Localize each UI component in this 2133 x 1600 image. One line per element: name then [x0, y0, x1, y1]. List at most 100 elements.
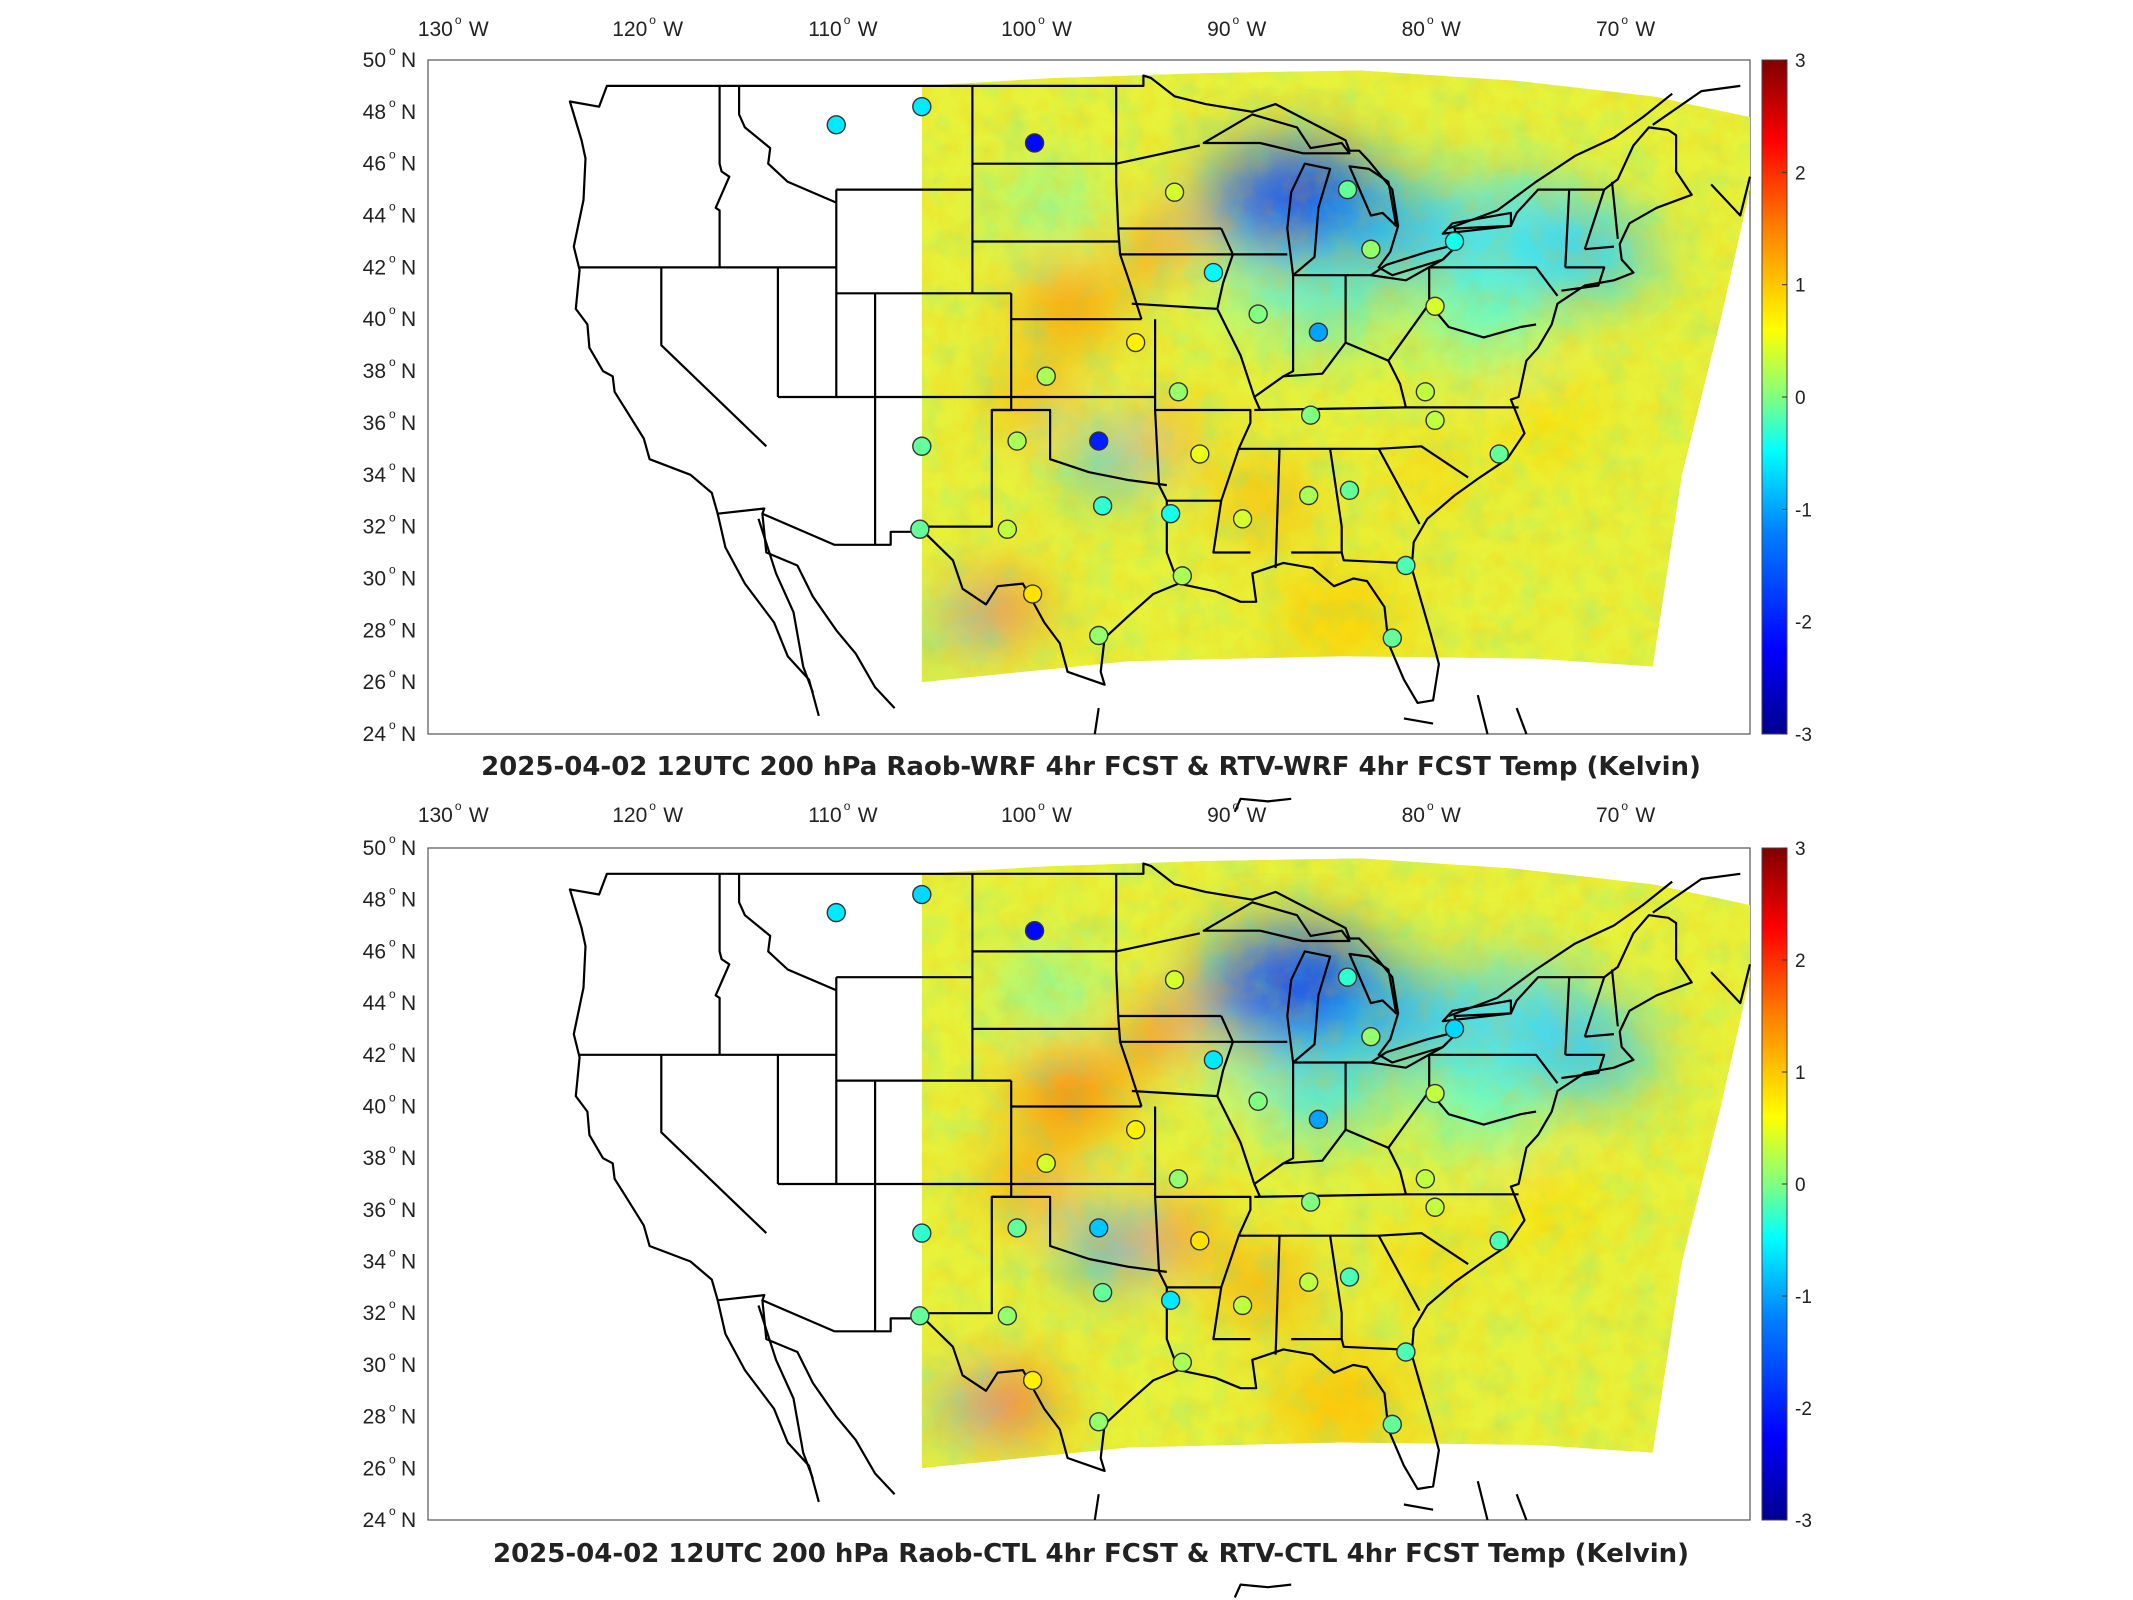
- raob-station-marker: [1022, 584, 1043, 604]
- latitude-hemisphere: N: [401, 723, 416, 746]
- state-border: [714, 873, 731, 1055]
- raob-station-marker: [1024, 133, 1045, 153]
- degree-symbol: o: [389, 303, 396, 317]
- state-border: [1387, 360, 1407, 408]
- state-border: [1429, 266, 1559, 297]
- degree-symbol: o: [389, 407, 396, 421]
- latitude-tick-label: 32: [363, 516, 386, 539]
- raob-station-marker: [1444, 231, 1465, 252]
- degree-symbol: o: [389, 1142, 396, 1156]
- degree-symbol: o: [649, 13, 656, 27]
- longitude-hemisphere: W: [1247, 804, 1267, 827]
- latitude-hemisphere: N: [401, 1147, 416, 1170]
- state-border: [1274, 448, 1281, 569]
- longitude-tick-label: 70: [1596, 18, 1619, 41]
- longitude-tick-label: 70: [1596, 804, 1619, 827]
- degree-symbol: o: [389, 148, 396, 162]
- mexico-coast: [1476, 694, 1489, 735]
- latitude-hemisphere: N: [401, 1251, 416, 1274]
- latitude-tick-label: 26: [363, 1457, 386, 1480]
- longitude-tick-label: 120: [612, 18, 647, 41]
- latitude-tick-label: 36: [363, 1199, 386, 1222]
- state-border: [991, 408, 1167, 487]
- latitude-hemisphere: N: [401, 1044, 416, 1067]
- raob-station-marker: [826, 902, 846, 923]
- degree-symbol: o: [389, 562, 396, 576]
- latitude-tick-label: 30: [363, 1354, 386, 1377]
- mexico-coast: [1403, 717, 1434, 725]
- raob-station-marker: [910, 519, 930, 539]
- longitude-tick-label: 100: [1001, 804, 1036, 827]
- degree-symbol: o: [389, 355, 396, 369]
- great-lake: [1286, 950, 1332, 1064]
- degree-symbol: o: [389, 96, 396, 110]
- latitude-hemisphere: N: [401, 1302, 416, 1325]
- raob-station-marker: [1382, 1414, 1402, 1435]
- longitude-tick-label: 80: [1402, 804, 1425, 827]
- degree-symbol: o: [455, 13, 462, 27]
- raob-station-marker: [1425, 1083, 1445, 1104]
- degree-symbol: o: [1427, 13, 1434, 27]
- latitude-tick-label: 48: [363, 889, 386, 912]
- colorbar-tick-label: 0: [1795, 388, 1806, 409]
- state-border: [1584, 245, 1614, 251]
- canada-coast: [1652, 872, 1741, 914]
- degree-symbol: o: [389, 200, 396, 214]
- raob-station-marker: [1489, 1231, 1509, 1251]
- longitude-hemisphere: W: [469, 804, 489, 827]
- field-texture-cool: [921, 70, 1750, 683]
- raob-station-marker: [1168, 382, 1189, 402]
- latitude-tick-label: 50: [363, 49, 386, 72]
- state-border: [1428, 1090, 1521, 1126]
- latitude-hemisphere: N: [401, 101, 416, 124]
- raob-station-marker: [1308, 1109, 1329, 1130]
- raob-station-marker: [1361, 1026, 1381, 1047]
- state-border: [660, 267, 768, 448]
- state-border: [1115, 144, 1201, 165]
- latitude-tick-label: 34: [363, 464, 387, 487]
- raob-station-marker: [1337, 967, 1358, 987]
- longitude-tick-label: 130: [418, 804, 453, 827]
- latitude-tick-label: 50: [363, 837, 386, 860]
- state-border: [1520, 1110, 1537, 1116]
- raob-station-marker: [1382, 628, 1402, 648]
- raob-station-marker: [910, 1306, 930, 1326]
- colorbar-tick-label: -2: [1795, 1399, 1812, 1420]
- colorbar-tick-label: 3: [1795, 51, 1806, 72]
- raob-station-marker: [1022, 1370, 1043, 1391]
- longitude-hemisphere: W: [1635, 18, 1655, 41]
- latitude-hemisphere: N: [401, 308, 416, 331]
- mexico-coast: [1233, 1583, 1292, 1598]
- raob-stations: [826, 884, 1509, 1435]
- degree-symbol: o: [1427, 799, 1434, 813]
- raob-station-marker: [1089, 1412, 1109, 1432]
- raob-station-marker: [1396, 555, 1416, 576]
- raob-station-marker: [1232, 1295, 1253, 1316]
- raob-station-marker: [1089, 431, 1109, 451]
- mexico-coast: [1515, 1493, 1528, 1521]
- raob-station-marker: [1203, 1050, 1224, 1070]
- degree-symbol: o: [389, 44, 396, 58]
- latitude-hemisphere: N: [401, 256, 416, 279]
- longitude-hemisphere: W: [1052, 18, 1072, 41]
- latitude-tick-label: 30: [363, 567, 386, 590]
- mexico-coast: [757, 518, 814, 693]
- degree-symbol: o: [389, 1194, 396, 1208]
- state-border: [1216, 1015, 1234, 1097]
- degree-symbol: o: [1621, 799, 1628, 813]
- great-lake: [1286, 162, 1332, 277]
- raob-station-marker: [1172, 1352, 1193, 1373]
- mexico-coast: [1515, 707, 1528, 735]
- mexico-coast: [1093, 707, 1100, 735]
- longitude-tick-label: 90: [1207, 804, 1230, 827]
- raob-station-marker: [912, 884, 932, 905]
- raob-station-marker: [1160, 1290, 1181, 1311]
- raob-station-marker: [1337, 179, 1358, 200]
- longitude-hemisphere: W: [1635, 804, 1655, 827]
- latitude-hemisphere: N: [401, 1095, 416, 1118]
- latitude-tick-label: 40: [363, 1095, 386, 1118]
- raob-station-marker: [1024, 921, 1045, 941]
- longitude-hemisphere: W: [469, 18, 489, 41]
- raob-station-marker: [912, 436, 932, 456]
- mexico-coast: [1403, 1503, 1434, 1511]
